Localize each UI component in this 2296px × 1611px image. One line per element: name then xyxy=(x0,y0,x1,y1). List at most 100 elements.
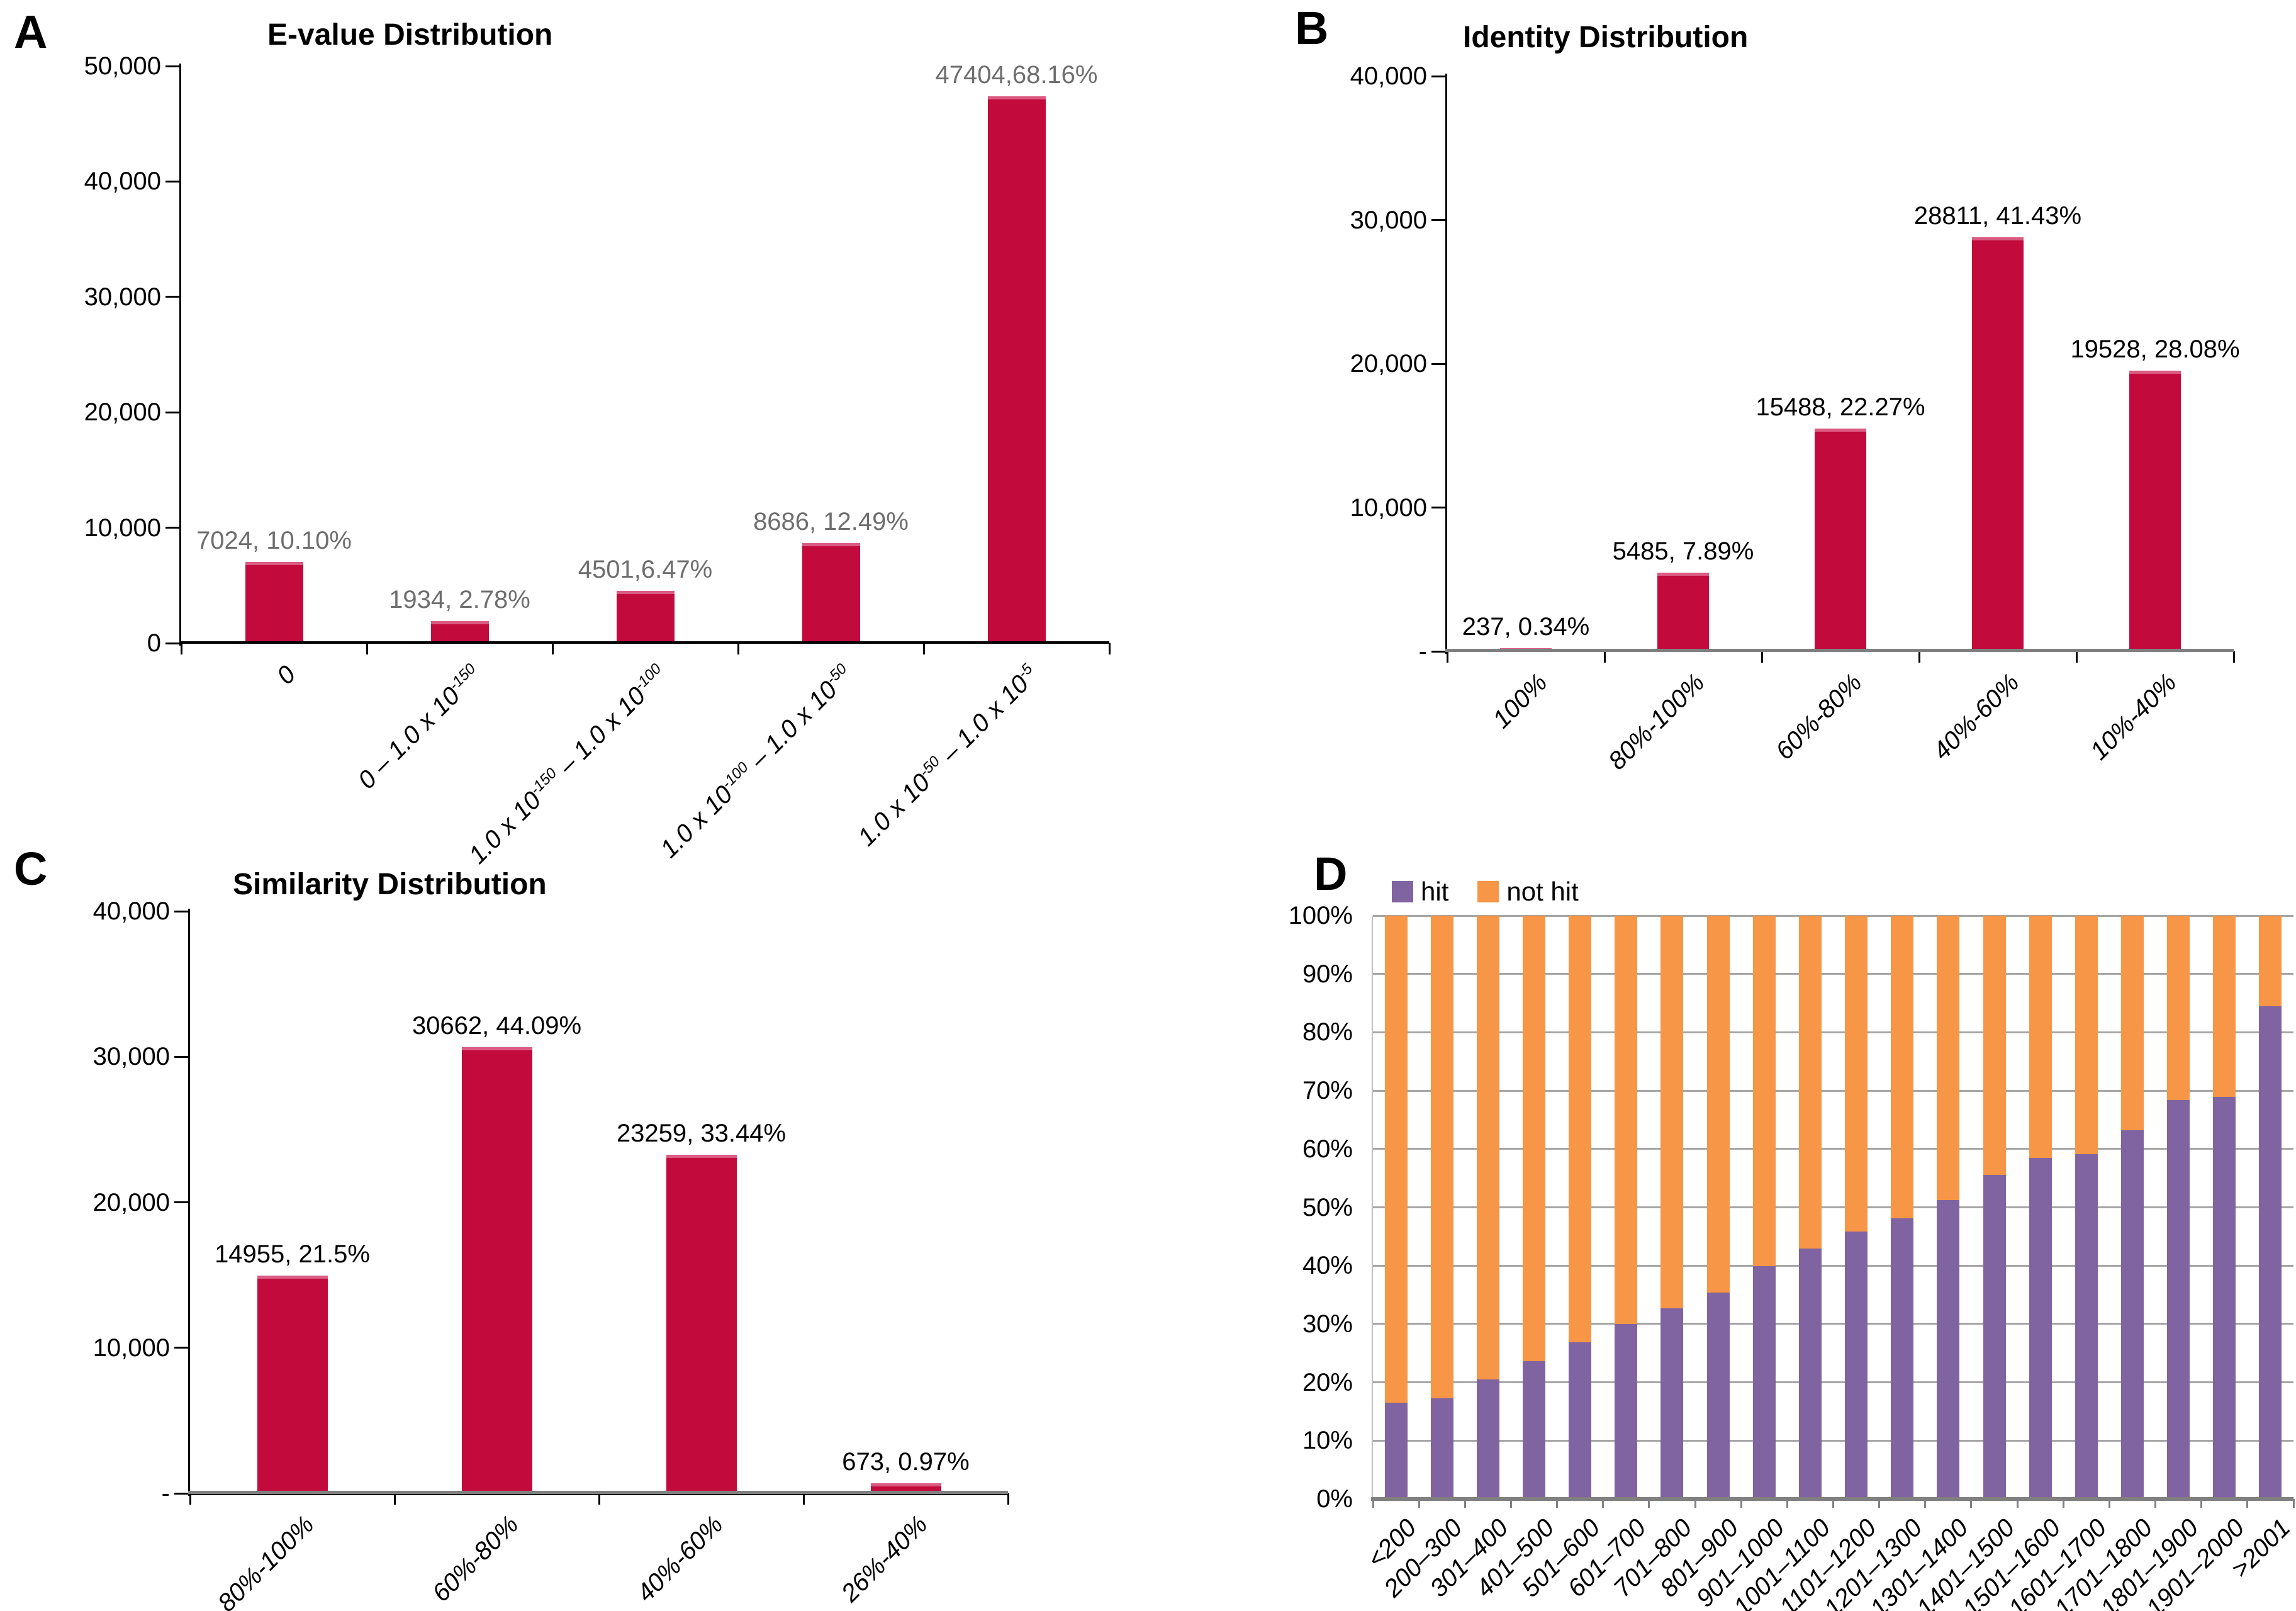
bar-hit-1401–1500 xyxy=(1983,1174,2006,1499)
bar-not-hit-601–700 xyxy=(1615,916,1638,1324)
y-tick-label-B-40,000: 40,000 xyxy=(1350,62,1427,90)
x-tick-D-14 xyxy=(2016,1499,2019,1508)
y-tick-label-D-30%: 30% xyxy=(1302,1310,1353,1338)
x-tick-D-13 xyxy=(1970,1499,1973,1508)
y-tick-C-40,000 xyxy=(174,910,190,912)
gridline-D-60% xyxy=(1373,1148,2293,1150)
y-tick-C-- xyxy=(174,1492,190,1495)
bar-B-2 xyxy=(1815,429,1866,651)
legend-label-not-hit: not hit xyxy=(1506,877,1579,906)
bar-hit-200–300 xyxy=(1430,1398,1453,1499)
bar-data-label-A-3: 8686, 12.49% xyxy=(753,507,909,536)
gridline-D-40% xyxy=(1373,1264,2293,1267)
x-tick-D-17 xyxy=(2154,1499,2157,1508)
panel-letter-d: D xyxy=(1314,848,1348,900)
legend: hit not hit xyxy=(1392,878,1579,905)
y-tick-label-A-20,000: 20,000 xyxy=(84,398,161,427)
x-tick-A-0 xyxy=(180,643,182,654)
panel-letter-a: A xyxy=(14,6,48,58)
y-tick-label-B--: - xyxy=(1418,637,1427,665)
bar-not-hit-1601–1700 xyxy=(2075,916,2098,1155)
bar-not-hit-1001–1100 xyxy=(1798,916,1822,1249)
bar-hit-301–400 xyxy=(1476,1379,1499,1499)
y-tick-label-A-40,000: 40,000 xyxy=(84,167,161,196)
bar-B-4 xyxy=(2129,370,2181,651)
x-tick-D-8 xyxy=(1740,1499,1742,1508)
x-tick-B-1 xyxy=(1603,651,1606,663)
gridline-D-80% xyxy=(1373,1031,2293,1033)
y-tick-label-B-20,000: 20,000 xyxy=(1350,350,1427,378)
bar-C-2 xyxy=(666,1155,737,1493)
panel-letter-b: B xyxy=(1295,2,1329,54)
bar-hit-501–600 xyxy=(1569,1342,1592,1499)
bar-not-hit-1901–2000 xyxy=(2213,916,2236,1097)
y-tick-C-30,000 xyxy=(174,1055,190,1058)
bar-B-1 xyxy=(1657,572,1709,651)
x-tick-D-16 xyxy=(2108,1499,2110,1508)
x-tick-D-12 xyxy=(1924,1499,1927,1508)
x-tick-D-19 xyxy=(2246,1499,2249,1508)
bar-hit-601–700 xyxy=(1615,1323,1638,1499)
bar-not-hit-501–600 xyxy=(1569,916,1592,1342)
y-tick-label-D-0%: 0% xyxy=(1316,1485,1353,1513)
bar-not-hit-701–800 xyxy=(1660,916,1684,1308)
y-tick-C-20,000 xyxy=(174,1201,190,1203)
bar-not-hit-301–400 xyxy=(1476,916,1499,1379)
legend-item-hit: hit xyxy=(1392,878,1448,905)
x-tick-A-3 xyxy=(737,643,739,654)
y-tick-label-D-70%: 70% xyxy=(1302,1077,1353,1105)
bar-data-label-A-4: 47404,68.16% xyxy=(935,60,1098,89)
y-tick-label-C-40,000: 40,000 xyxy=(92,897,170,925)
bar-not-hit-1801–1900 xyxy=(2167,916,2190,1100)
legend-item-not-hit: not hit xyxy=(1477,877,1579,906)
bar-data-label-C-3: 673, 0.97% xyxy=(842,1448,970,1476)
x-tick-D-18 xyxy=(2200,1499,2203,1508)
y-tick-label-D-10%: 10% xyxy=(1302,1427,1353,1455)
x-tick-B-5 xyxy=(2232,651,2235,663)
y-axis-A xyxy=(179,64,181,646)
y-tick-C-10,000 xyxy=(174,1347,190,1349)
x-tick-D-15 xyxy=(2062,1499,2064,1508)
x-tick-D-3 xyxy=(1509,1499,1512,1508)
bar-not-hit-1701–1800 xyxy=(2120,916,2144,1131)
bar-not-hit-401–500 xyxy=(1523,916,1546,1362)
x-axis-C xyxy=(188,1491,1008,1494)
bar-data-label-B-3: 28811, 41.43% xyxy=(1913,201,2082,230)
legend-swatch-not-hit-icon xyxy=(1477,881,1499,902)
bar-not-hit-1201–1300 xyxy=(1891,916,1914,1219)
y-tick-A-0 xyxy=(165,642,181,644)
bar-hit-1701–1800 xyxy=(2120,1130,2144,1499)
bar-not-hit->2001 xyxy=(2259,916,2282,1006)
bar-hit-<200 xyxy=(1384,1403,1408,1499)
plot-left-border-D xyxy=(1372,916,1373,1499)
x-tick-A-5 xyxy=(1108,643,1111,654)
gridline-D-50% xyxy=(1373,1206,2293,1208)
panel-title-similarity-distribution: Similarity Distribution xyxy=(233,868,547,901)
bar-data-label-A-2: 4501,6.47% xyxy=(578,556,713,584)
x-tick-D-9 xyxy=(1786,1499,1788,1508)
gridline-D-70% xyxy=(1373,1089,2293,1092)
gridline-D-30% xyxy=(1373,1323,2293,1325)
bar-C-0 xyxy=(257,1276,328,1493)
bar-data-label-B-2: 15488, 22.27% xyxy=(1756,393,1925,422)
x-tick-B-4 xyxy=(2075,651,2078,663)
bar-A-1 xyxy=(430,620,489,643)
x-tick-C-0 xyxy=(189,1493,191,1505)
gridline-D-20% xyxy=(1373,1381,2293,1384)
y-tick-label-A-50,000: 50,000 xyxy=(84,52,161,80)
y-tick-label-B-10,000: 10,000 xyxy=(1350,493,1427,522)
x-label-A-2: 1.0 x 10-150 – 1.0 x 10-100 xyxy=(463,660,664,870)
y-tick-B-20,000 xyxy=(1431,362,1447,365)
x-tick-D-4 xyxy=(1556,1499,1559,1508)
y-tick-A-10,000 xyxy=(165,527,181,529)
x-tick-A-1 xyxy=(366,643,368,654)
bar-hit-1801–1900 xyxy=(2167,1099,2190,1499)
x-tick-D-2 xyxy=(1464,1499,1466,1508)
x-axis-C xyxy=(188,1494,1008,1495)
bar-A-2 xyxy=(616,591,675,643)
x-tick-B-3 xyxy=(1918,651,1920,663)
bar-hit-1601–1700 xyxy=(2075,1154,2098,1499)
y-tick-label-D-80%: 80% xyxy=(1302,1018,1353,1047)
bar-not-hit-1501–1600 xyxy=(2029,916,2052,1158)
